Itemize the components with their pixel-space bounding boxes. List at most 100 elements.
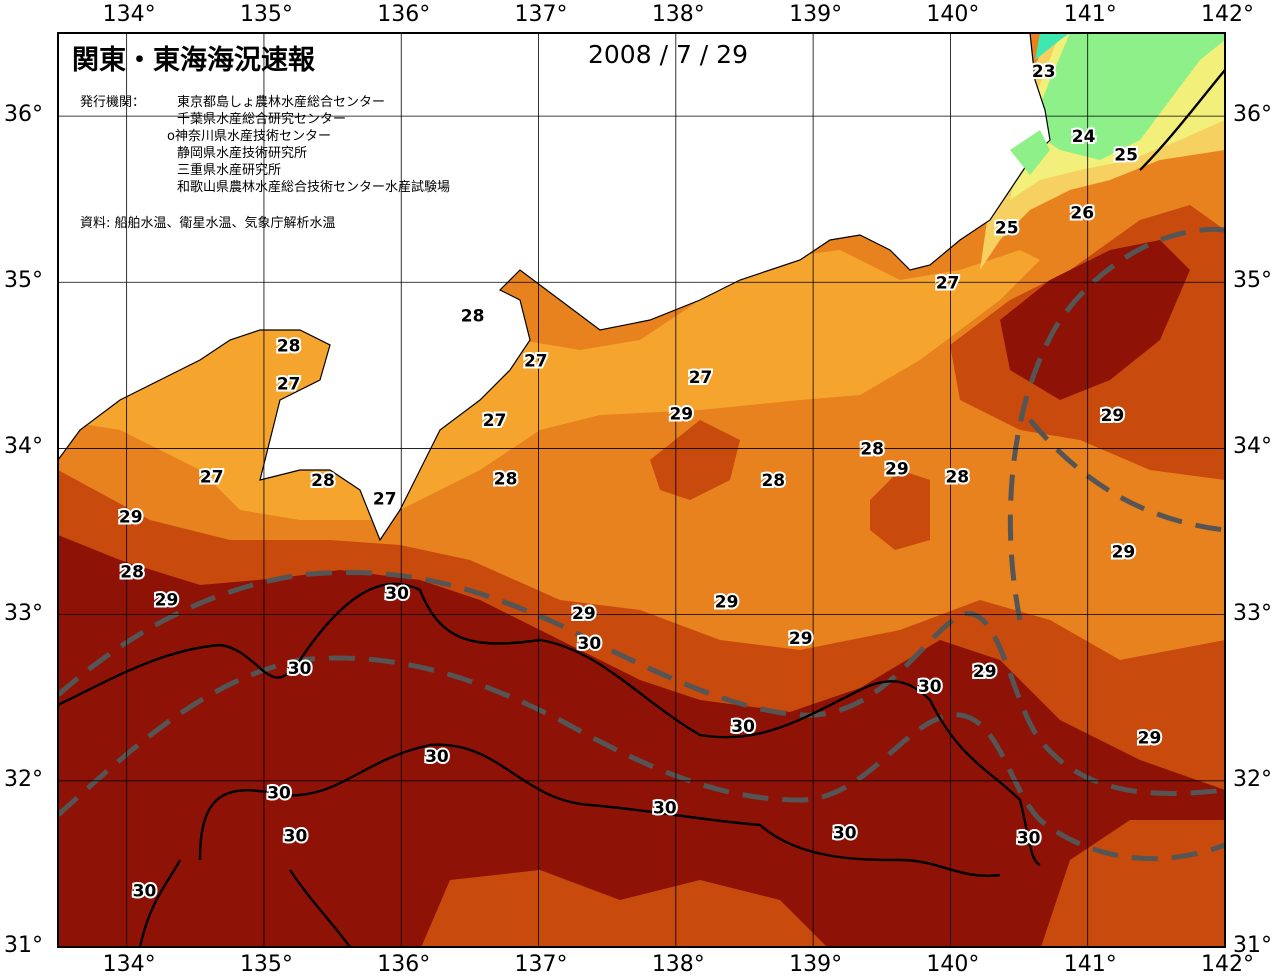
contour-label: 30 <box>385 584 409 604</box>
contour-label: 28 <box>311 471 335 491</box>
contour-30b <box>198 743 1001 877</box>
contour-label: 30 <box>577 634 601 654</box>
longitude-tick-label: 135° <box>239 952 293 977</box>
kuroshio-axis-east <box>1007 226 1225 621</box>
longitude-tick-label: 140° <box>926 952 980 977</box>
kuroshio-axis <box>58 569 1225 796</box>
longitude-tick-label: 134° <box>102 2 156 27</box>
issuer-organization: 東京都島しょ農林水産総合センター <box>177 95 386 110</box>
contour-label: 27 <box>483 411 507 431</box>
graticule <box>58 33 1225 947</box>
latitude-tick-label: 32° <box>1233 766 1272 792</box>
zone-23 <box>1035 33 1070 60</box>
contour-label: 28 <box>120 562 144 582</box>
contour-label: 24 <box>1072 127 1096 147</box>
contour-30d <box>289 869 351 947</box>
contour-label: 30 <box>284 827 308 847</box>
latitude-tick-label: 36° <box>4 102 43 128</box>
issuer-organization: 三重県水産研究所 <box>177 163 282 178</box>
longitude-tick-label: 141° <box>1063 952 1117 977</box>
longitude-tick-label: 142° <box>1201 2 1254 27</box>
contour-label: 30 <box>653 798 677 818</box>
contour-label: 23 <box>1032 62 1056 82</box>
issuer-organization: o神奈川県水産技術センター <box>167 129 331 144</box>
contour-label: 29 <box>1112 542 1136 562</box>
contour-label: 29 <box>715 592 739 612</box>
latitude-tick-label: 35° <box>1233 268 1272 294</box>
contour-label: 30 <box>731 717 755 737</box>
zone-29-east <box>1041 820 1225 947</box>
contour-label: 30 <box>1017 828 1041 848</box>
contour-label: 29 <box>789 629 813 649</box>
latitude-tick-label: 33° <box>1233 600 1272 626</box>
longitude-tick-label: 137° <box>514 952 568 977</box>
contour-label: 27 <box>936 273 960 293</box>
kuroshio-axis-south <box>58 655 1225 862</box>
longitude-tick-label: 134° <box>102 952 156 977</box>
issuer-organization: 静岡県水産技術研究所 <box>177 146 308 161</box>
contour-label: 27 <box>373 489 397 509</box>
longitude-tick-label: 140° <box>926 2 980 27</box>
longitude-tick-label: 136° <box>377 2 431 27</box>
zone-29-south <box>421 870 827 947</box>
latitude-tick-label: 33° <box>4 600 43 626</box>
contour-label: 29 <box>1138 729 1162 749</box>
contour-label: 27 <box>689 368 713 388</box>
contour-label: 30 <box>918 677 942 697</box>
contour-label: 29 <box>973 662 997 682</box>
contour-label: 25 <box>995 218 1019 238</box>
contour-label: 30 <box>133 881 157 901</box>
land-kii-shikoku <box>58 33 1051 542</box>
contour-label: 30 <box>288 659 312 679</box>
longitude-tick-label: 139° <box>789 2 843 27</box>
longitude-tick-label: 136° <box>377 952 431 977</box>
longitude-tick-label: 139° <box>789 952 843 977</box>
contour-30 <box>58 582 1041 867</box>
map-date: 2008 / 7 / 29 <box>588 40 748 69</box>
contour-label: 29 <box>885 459 909 479</box>
contour-30c <box>138 859 182 947</box>
contour-label: 30 <box>833 823 857 843</box>
zone-29-mid2 <box>870 470 930 550</box>
zone-24 <box>1030 33 1225 160</box>
contour-25 <box>1139 69 1225 171</box>
contour-label: 28 <box>945 468 969 488</box>
longitude-tick-label: 138° <box>651 952 705 977</box>
longitude-tick-label: 142° <box>1201 952 1254 977</box>
issuer-label: 発行機関： <box>80 95 146 110</box>
latitude-tick-label: 36° <box>1233 102 1272 128</box>
longitude-tick-label: 135° <box>239 2 293 27</box>
contour-label: 27 <box>277 375 301 395</box>
contour-label: 29 <box>119 508 143 528</box>
map-title: 関東・東海海況速報 <box>72 45 315 76</box>
contour-label: 28 <box>461 307 485 327</box>
contour-label: 28 <box>494 469 518 489</box>
contour-label: 28 <box>277 336 301 356</box>
zone-30-eddy <box>1000 240 1190 400</box>
contour-label: 27 <box>524 351 548 371</box>
latitude-tick-label: 34° <box>1233 434 1272 460</box>
latitude-tick-label: 31° <box>4 933 43 958</box>
contour-label: 29 <box>155 591 179 611</box>
longitude-tick-label: 137° <box>514 2 568 27</box>
latitude-tick-label: 34° <box>4 434 43 460</box>
issuer-organization: 千葉県水産総合研究センター <box>177 112 347 127</box>
contour-label: 25 <box>1114 145 1138 165</box>
contour-label: 29 <box>1101 406 1125 426</box>
contour-label: 28 <box>860 439 884 459</box>
zone-29-mid <box>650 420 740 500</box>
latitude-tick-label: 35° <box>4 268 43 294</box>
contour-label: 28 <box>761 471 785 491</box>
contour-label: 30 <box>425 747 449 767</box>
longitude-tick-label: 141° <box>1063 2 1117 27</box>
contour-label: 29 <box>669 405 693 425</box>
contour-label: 29 <box>572 604 596 624</box>
issuer-organization: 和歌山県農林水産総合技術センター水産試験場 <box>177 180 451 195</box>
land-tokyo-bay <box>1010 130 1050 175</box>
longitude-tick-label: 138° <box>651 2 705 27</box>
contour-label: 30 <box>267 783 291 803</box>
data-sources: 資料: 船舶水温、衛星水温、気象庁解析水温 <box>80 216 336 231</box>
contour-label: 27 <box>200 468 224 488</box>
